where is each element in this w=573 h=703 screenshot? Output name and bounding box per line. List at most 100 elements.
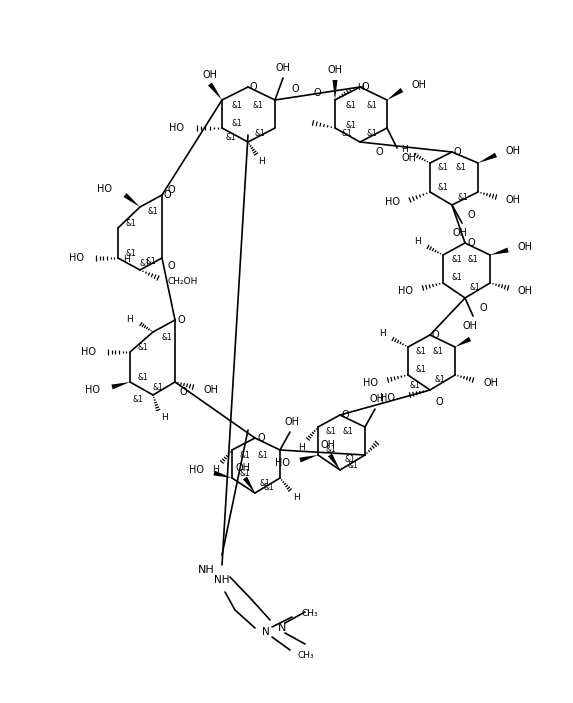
Text: O: O (454, 147, 462, 157)
Text: HO: HO (398, 286, 413, 296)
Text: O: O (291, 84, 299, 94)
Text: &1: &1 (254, 129, 265, 138)
Text: HO: HO (385, 197, 400, 207)
Text: O: O (313, 88, 321, 98)
Text: OH: OH (402, 153, 417, 163)
Text: H: H (258, 157, 265, 167)
Polygon shape (123, 193, 140, 207)
Text: &1: &1 (161, 333, 172, 342)
Text: &1: &1 (145, 257, 156, 266)
Text: &1: &1 (451, 273, 462, 283)
Text: H: H (123, 255, 129, 264)
Text: &1: &1 (225, 132, 236, 141)
Text: &1: &1 (366, 129, 377, 138)
Text: OH: OH (518, 286, 533, 296)
Text: &1: &1 (344, 456, 355, 465)
Text: HO: HO (189, 465, 204, 475)
Text: &1: &1 (252, 101, 263, 110)
Text: OH: OH (203, 385, 218, 395)
Text: OH: OH (320, 440, 336, 450)
Text: &1: &1 (416, 347, 427, 356)
Text: &1: &1 (257, 451, 268, 460)
Text: NH: NH (198, 565, 215, 575)
Text: O: O (375, 147, 383, 157)
Text: NH: NH (214, 575, 230, 585)
Text: &1: &1 (345, 101, 356, 110)
Text: HO: HO (363, 378, 378, 388)
Text: HO: HO (97, 184, 112, 194)
Text: OH: OH (506, 195, 521, 205)
Text: &1: &1 (263, 484, 274, 493)
Text: OH: OH (276, 63, 291, 73)
Text: &1: &1 (326, 427, 337, 437)
Text: &1: &1 (259, 479, 270, 487)
Text: &1: &1 (434, 375, 445, 385)
Polygon shape (455, 337, 471, 347)
Text: &1: &1 (240, 451, 251, 460)
Polygon shape (299, 455, 318, 463)
Text: &1: &1 (126, 219, 137, 228)
Text: CH₃: CH₃ (302, 609, 319, 617)
Text: &1: &1 (342, 129, 352, 138)
Text: O: O (467, 238, 474, 248)
Text: O: O (257, 433, 265, 443)
Polygon shape (213, 470, 232, 478)
Polygon shape (332, 80, 337, 100)
Text: H: H (379, 330, 386, 339)
Text: HO: HO (85, 385, 100, 395)
Text: HO: HO (275, 458, 290, 468)
Text: OH: OH (202, 70, 218, 80)
Polygon shape (243, 477, 255, 493)
Text: &1: &1 (467, 255, 478, 264)
Text: OH: OH (328, 65, 343, 75)
Text: HO: HO (81, 347, 96, 357)
Text: &1: &1 (132, 396, 143, 404)
Text: OH: OH (285, 417, 300, 427)
Text: O: O (467, 210, 474, 220)
Text: O: O (362, 82, 370, 92)
Text: &1: &1 (348, 460, 359, 470)
Text: N: N (262, 627, 270, 637)
Text: &1: &1 (456, 164, 466, 172)
Text: CH₂OH: CH₂OH (168, 278, 198, 287)
Text: H: H (126, 314, 133, 323)
Text: &1: &1 (345, 120, 356, 129)
Text: OH: OH (412, 80, 427, 90)
Text: &1: &1 (240, 468, 251, 477)
Text: O: O (250, 82, 258, 92)
Text: OH: OH (453, 228, 468, 238)
Text: &1: &1 (457, 193, 468, 202)
Text: H: H (299, 442, 305, 451)
Text: &1: &1 (152, 382, 163, 392)
Text: &1: &1 (451, 255, 462, 264)
Text: O: O (167, 185, 175, 195)
Text: H: H (401, 146, 408, 155)
Text: &1: &1 (409, 380, 420, 389)
Text: OH: OH (506, 146, 521, 156)
Text: &1: &1 (139, 259, 150, 268)
Text: &1: &1 (438, 183, 449, 191)
Text: OH: OH (370, 394, 384, 404)
Text: O: O (432, 330, 439, 340)
Text: OH: OH (483, 378, 498, 388)
Text: H: H (161, 413, 168, 422)
Polygon shape (490, 247, 509, 255)
Text: &1: &1 (438, 164, 449, 172)
Text: H: H (357, 82, 364, 91)
Text: &1: &1 (232, 119, 243, 127)
Text: O: O (342, 410, 350, 420)
Text: O: O (480, 303, 488, 313)
Polygon shape (387, 88, 403, 100)
Polygon shape (328, 453, 340, 470)
Text: N: N (278, 623, 286, 633)
Text: H: H (293, 494, 300, 503)
Text: OH: OH (462, 321, 477, 331)
Text: &1: &1 (469, 283, 480, 292)
Text: &1: &1 (138, 373, 149, 382)
Text: H: H (212, 465, 219, 475)
Text: &1: &1 (126, 248, 137, 257)
Text: O: O (167, 261, 175, 271)
Text: O: O (164, 190, 172, 200)
Text: HO: HO (169, 123, 184, 133)
Text: &1: &1 (366, 101, 377, 110)
